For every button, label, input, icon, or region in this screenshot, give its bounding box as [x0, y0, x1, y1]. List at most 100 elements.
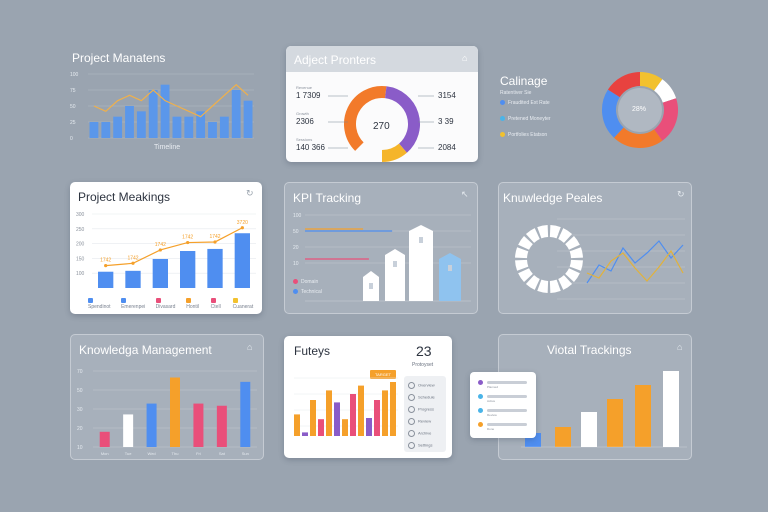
y-tick-label: 75 [70, 88, 76, 94]
x-axis-caption: Timeline [154, 144, 181, 151]
y-tick-label: 25 [70, 120, 76, 126]
bar [326, 390, 332, 436]
card-title: Futeys [294, 344, 331, 358]
legend-item: Hontil [186, 298, 204, 310]
popup-row[interactable]: Planned [478, 380, 530, 389]
ring-segment [569, 247, 583, 259]
gauge-segment [381, 143, 407, 162]
bar [234, 233, 250, 288]
house-window [419, 237, 423, 243]
list-item[interactable]: Overview [408, 382, 435, 389]
list-item-label: Overview [418, 382, 435, 388]
y-tick-label: 100 [70, 72, 79, 78]
ring-segment [515, 247, 529, 259]
ring-segment [537, 279, 549, 293]
point-label: 1742 [155, 242, 166, 248]
list-item-label: Archive [418, 430, 432, 436]
trend-point [186, 240, 190, 245]
list-item[interactable]: Settings [408, 442, 432, 449]
ring-segment [518, 235, 533, 250]
bar [125, 270, 141, 288]
legend-item: Domain [293, 279, 318, 285]
bar [310, 400, 316, 436]
bar [113, 116, 123, 138]
bar [184, 116, 194, 138]
bar [334, 402, 340, 436]
left-stat-label: Sessions [296, 137, 312, 142]
card-title: Viotal Trackings [547, 343, 632, 357]
bar [125, 106, 134, 138]
trend-point [131, 261, 135, 265]
left-stat-value: 2306 [296, 117, 314, 126]
knowledge-management-chart: 70 50 30 20 10 Mon Tue Wed Thu Fri Sat Sun [77, 369, 257, 456]
bar [99, 431, 110, 447]
bar [358, 385, 364, 436]
x-tick-label: Sun [242, 451, 249, 456]
refresh-icon[interactable]: ↻ [677, 189, 685, 199]
home-icon[interactable]: ⌂ [462, 53, 468, 63]
legend-popup[interactable]: Planned Active Review Done [470, 372, 536, 438]
bar [180, 251, 196, 288]
popup-row[interactable]: Active [478, 394, 530, 403]
house-window [393, 261, 397, 267]
list-item[interactable]: Archive [408, 430, 431, 437]
project-meakings-chart: 300 250 200 150 100 1742 1742 1742 1742 1742 3720 [76, 212, 256, 288]
x-tick-label: Fri [196, 451, 201, 456]
legend-item: Technical [293, 289, 322, 295]
popup-row-label: Planned [487, 385, 499, 389]
bar [663, 371, 679, 447]
list-item[interactable]: Review [408, 418, 431, 425]
list-item[interactable]: Schedule [408, 394, 435, 401]
point-label: 1742 [182, 235, 193, 241]
futeys-list: Overview Schedule Progress Review Archive Set… [404, 376, 446, 452]
popup-row-label: Done [487, 427, 495, 431]
y-tick-label: 50 [293, 229, 299, 235]
refresh-icon[interactable]: ↻ [246, 188, 254, 198]
ring-segment [515, 259, 529, 271]
point-label: 3720 [237, 220, 248, 226]
y-tick-label: 20 [293, 245, 299, 251]
popup-row[interactable]: Done [478, 422, 530, 431]
legend-item: Emerenpei [121, 298, 150, 310]
bar [294, 414, 300, 436]
y-tick-label: 150 [76, 256, 85, 262]
home-icon[interactable]: ⌂ [677, 342, 683, 352]
card-title: Adject Pronters [294, 53, 377, 67]
point-label: 1742 [209, 234, 220, 240]
bar [148, 90, 158, 138]
list-item[interactable]: Progress [408, 406, 434, 413]
y-tick-label: 50 [70, 104, 76, 110]
donut-slice [639, 72, 663, 91]
ring-segment [558, 228, 573, 243]
project-meakings-card: Project Meakings ↻ 300 250 200 150 100 1742 17… [70, 182, 262, 314]
popup-row[interactable]: Review [478, 408, 530, 417]
ring-segment [549, 225, 561, 239]
card-subtitle: Ratentiver Sie [500, 90, 532, 96]
card-title: Calinage [500, 74, 548, 88]
bar [146, 403, 157, 447]
diagonal-arrow-icon[interactable]: ↖ [461, 189, 469, 199]
project-manators-chart: 100 75 50 25 0 [70, 72, 254, 142]
list-item-label: Review [418, 418, 432, 424]
list-item-label: Progress [418, 406, 435, 412]
bar [207, 248, 223, 288]
home-icon[interactable]: ⌂ [247, 342, 253, 352]
kpi-chart: 100 50 20 10 [293, 213, 471, 302]
trend-point [240, 226, 244, 230]
donut-hole [618, 88, 662, 132]
bar [89, 122, 99, 138]
y-tick-label: 30 [77, 407, 83, 413]
bar [350, 394, 356, 436]
legend-item: Pretened Moneyter [500, 116, 551, 122]
left-stat-label: Revenue [296, 85, 313, 90]
card-title: Knuwledge Peales [503, 191, 603, 205]
legend-item: Ctell [210, 298, 227, 310]
trend-point [213, 240, 217, 244]
knowledge-management-card: Knowledga Management ⌂ 70 50 30 20 10 Mon Tue W… [70, 334, 264, 460]
big-number: 23 [416, 343, 432, 359]
ring-segment [549, 279, 561, 293]
donut-slice [602, 89, 624, 138]
ring-segment [537, 225, 549, 239]
donut-slice [607, 72, 641, 98]
bar [366, 418, 372, 436]
